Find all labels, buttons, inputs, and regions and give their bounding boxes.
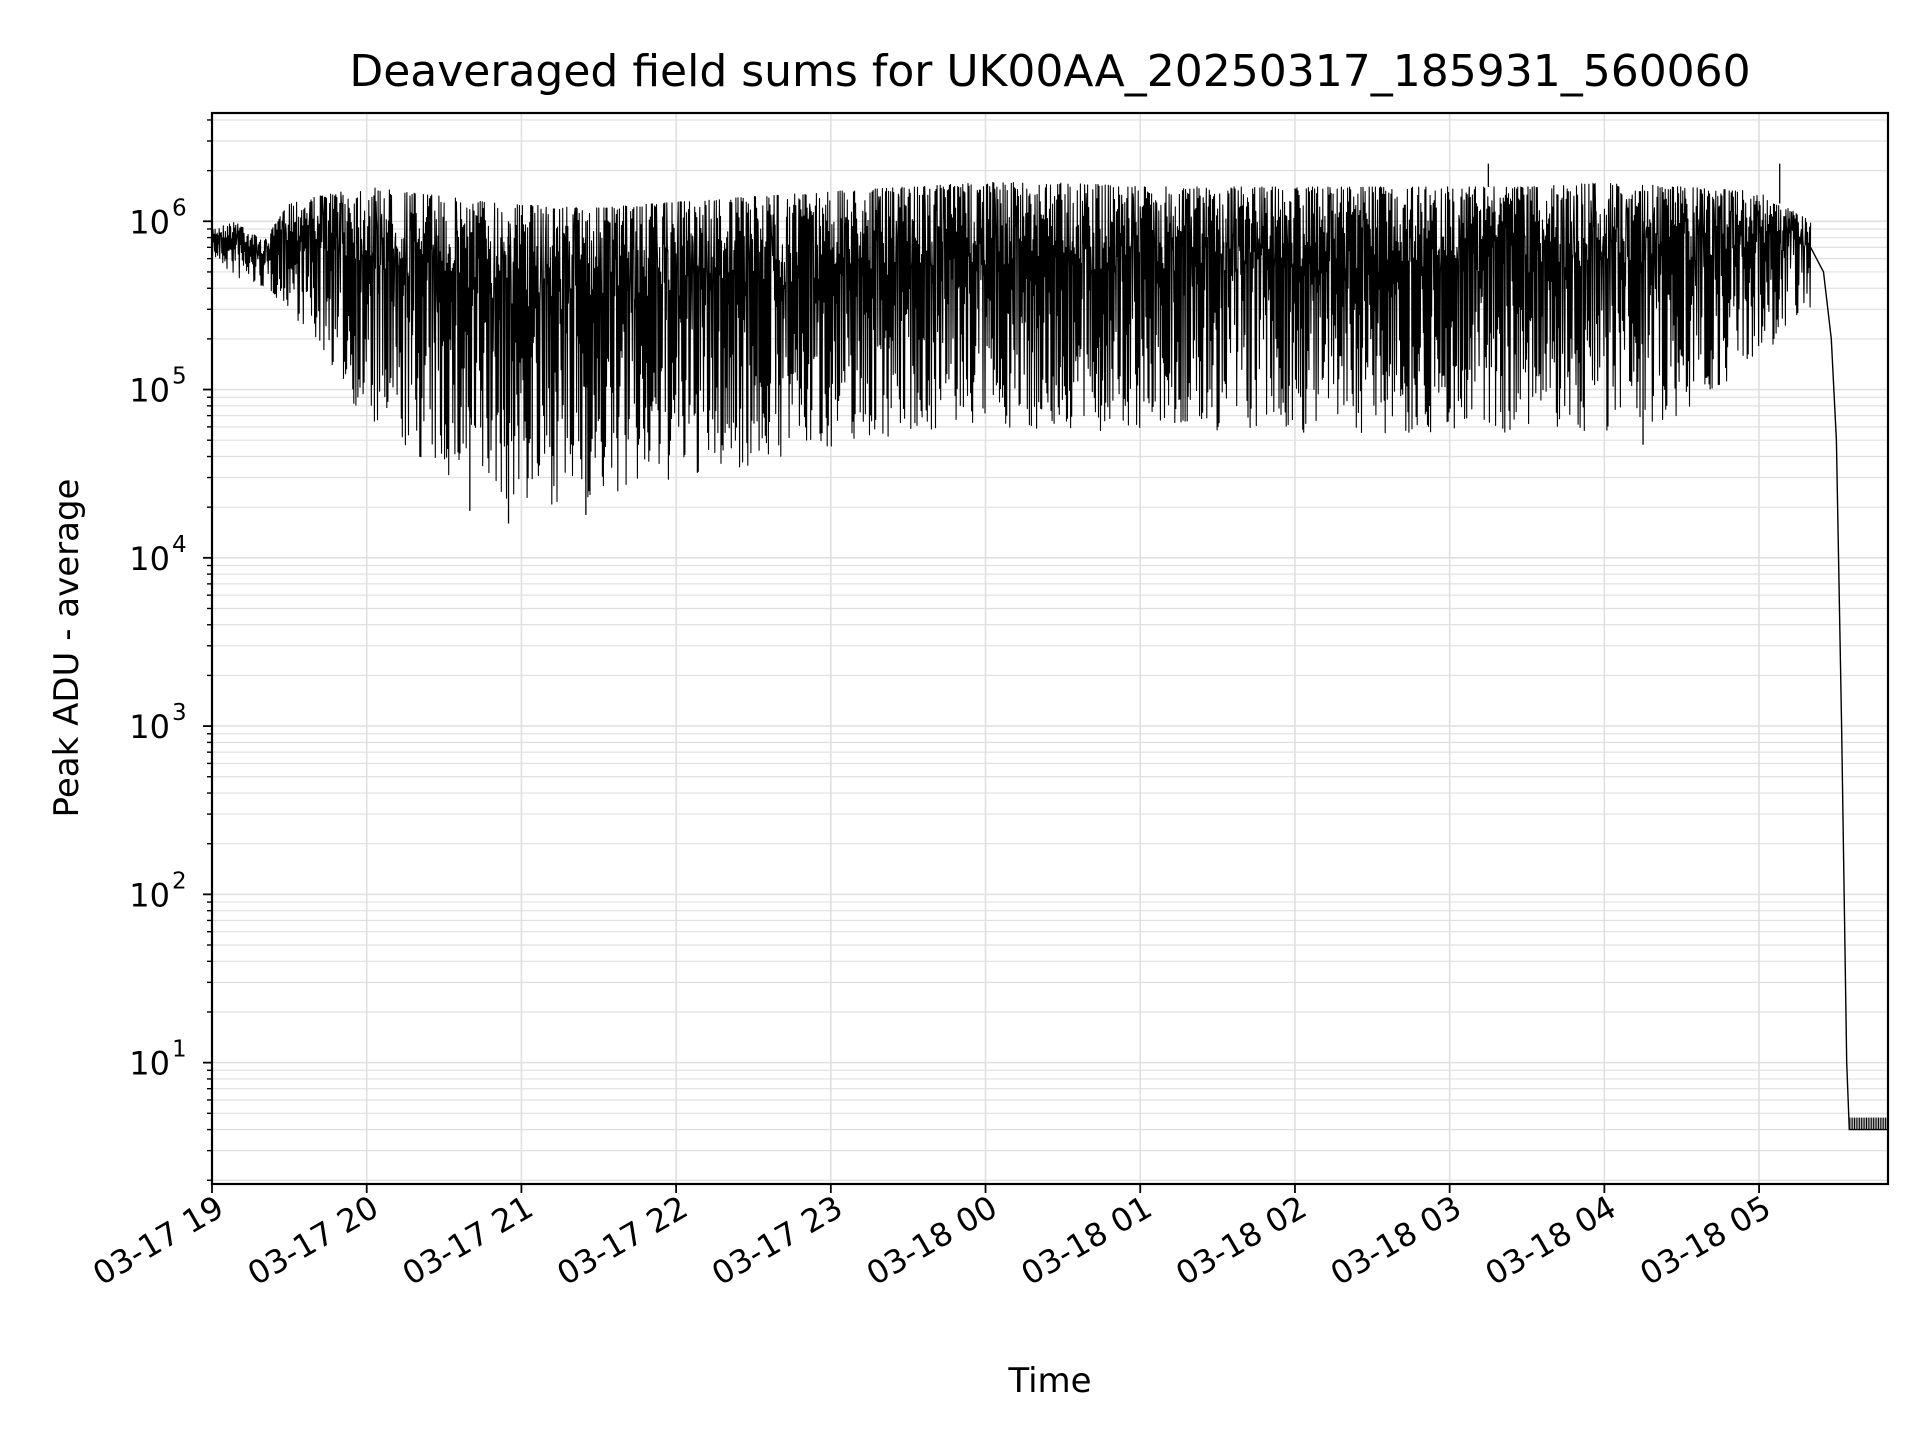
x-tick-label: 03-17 20 bbox=[241, 1188, 385, 1293]
x-tick-label: 03-17 19 bbox=[86, 1188, 230, 1293]
x-tick-label: 03-17 23 bbox=[705, 1188, 849, 1293]
x-tick-label: 03-18 03 bbox=[1324, 1188, 1468, 1293]
y-axis-title: Peak ADU - average bbox=[47, 479, 87, 818]
chart-title: Deaveraged field sums for UK00AA_2025031… bbox=[349, 46, 1750, 97]
series-tail bbox=[1809, 246, 1888, 1131]
y-tick-exponent: 5 bbox=[172, 364, 187, 390]
x-tick-label: 03-18 04 bbox=[1479, 1188, 1623, 1293]
plot-frame bbox=[210, 111, 1890, 1186]
x-tick-label: 03-18 00 bbox=[860, 1188, 1004, 1293]
y-tick-label: 10 bbox=[129, 876, 170, 914]
y-tick-label: 10 bbox=[129, 708, 170, 746]
y-tick-label: 10 bbox=[129, 1045, 170, 1083]
data-series bbox=[211, 163, 1888, 1131]
x-tick-label: 03-18 05 bbox=[1633, 1188, 1777, 1293]
y-tick-label: 10 bbox=[129, 203, 170, 241]
y-tick-label: 10 bbox=[129, 540, 170, 578]
y-tick-exponent: 3 bbox=[172, 700, 187, 726]
x-tick-label: 03-18 02 bbox=[1169, 1188, 1313, 1293]
y-tick-exponent: 6 bbox=[172, 195, 187, 221]
x-tick-label: 03-18 01 bbox=[1015, 1188, 1159, 1293]
y-tick-label: 10 bbox=[129, 372, 170, 410]
x-axis-title: Time bbox=[1007, 1361, 1091, 1401]
series-line bbox=[211, 181, 1812, 505]
y-tick-exponent: 4 bbox=[172, 532, 187, 558]
y-tick-exponent: 1 bbox=[172, 1037, 187, 1063]
y-tick-exponent: 2 bbox=[172, 868, 187, 894]
x-tick-label: 03-17 22 bbox=[551, 1188, 695, 1293]
x-tick-label: 03-17 21 bbox=[396, 1188, 540, 1293]
